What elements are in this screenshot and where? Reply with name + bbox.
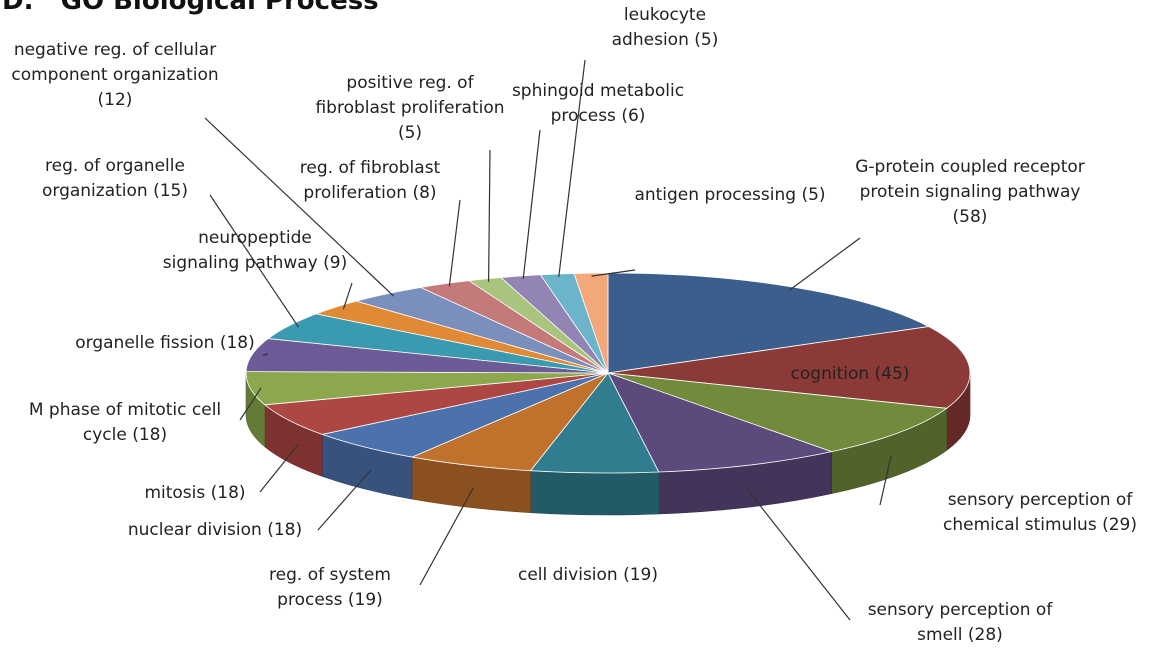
leader-line (317, 469, 372, 531)
pie-slice (410, 372, 609, 472)
value-label: (15) (153, 181, 188, 201)
value-label: (19) (347, 590, 383, 610)
leader-line (342, 282, 353, 310)
category-label: neuropeptide signaling pathway (162, 228, 318, 273)
leader-line (209, 194, 300, 328)
value-label: (5) (694, 30, 719, 50)
leader-line (789, 237, 861, 291)
slice-label: cognition (45) (740, 362, 960, 387)
slice-label: sensory perception of chemical stimulus … (930, 488, 1150, 538)
category-label: nuclear division (127, 520, 262, 540)
category-label: positive reg. of fibroblast proliferatio… (315, 73, 505, 118)
value-label: (5) (801, 185, 826, 205)
category-label: antigen processing (634, 185, 797, 205)
slice-label: organelle fission (18) (65, 331, 265, 356)
pie-sides (245, 372, 971, 516)
slice-label: negative reg. of cellular component orga… (0, 38, 230, 113)
leader-line (419, 487, 474, 586)
leader-line (745, 487, 851, 621)
slice-label: leukocyte adhesion (5) (595, 3, 735, 53)
value-label: (5) (397, 123, 423, 143)
value-label: (18) (219, 333, 255, 353)
pie-slice (607, 372, 834, 473)
slice-label: nuclear division (18) (100, 518, 330, 543)
leader-line (879, 455, 892, 506)
category-label: cell division (517, 565, 618, 585)
category-label: reg. of fibroblast proliferation (299, 158, 441, 203)
category-label: reg. of organelle organization (41, 156, 185, 201)
category-label: negative reg. of cellular component orga… (11, 40, 219, 85)
category-label: organelle fission (75, 333, 215, 353)
slice-label: reg. of system process (19) (245, 563, 415, 613)
category-label: M phase of mitotic cell cycle (28, 400, 222, 445)
chart-title: D. GO Biological Process (2, 0, 379, 16)
category-label: leukocyte adhesion (611, 5, 707, 50)
category-label: sensory perception of chemical stimulus (942, 490, 1133, 535)
category-label: mitosis (144, 483, 206, 503)
pie-slice (529, 372, 660, 474)
category-label: cognition (790, 364, 870, 384)
value-label: (18) (267, 520, 303, 540)
value-label: (58) (952, 207, 988, 227)
leader-line (522, 129, 541, 279)
pie-top (245, 272, 971, 474)
leader-line (204, 117, 395, 297)
pie-slice (607, 326, 971, 409)
slice-label: mitosis (18) (115, 481, 275, 506)
pie-slice (573, 272, 609, 374)
slice-label: antigen processing (5) (620, 183, 840, 208)
value-label: (45) (874, 364, 910, 384)
pie-side (530, 470, 660, 516)
leader-line (239, 387, 262, 421)
slice-label: positive reg. of fibroblast proliferatio… (315, 71, 505, 146)
category-label: G-protein coupled receptor protein signa… (855, 157, 1085, 202)
value-label: (29) (1102, 515, 1137, 535)
leader-line (487, 149, 491, 282)
leader-line (558, 59, 586, 278)
leader-line (259, 443, 300, 493)
pie-slice (607, 272, 930, 374)
value-label: (18) (210, 483, 246, 503)
value-label: (28) (967, 625, 1003, 645)
category-label: sensory perception of smell (867, 600, 1053, 645)
leader-line (591, 269, 636, 277)
leader-line (262, 353, 269, 356)
slice-label: G-protein coupled receptor protein signa… (855, 155, 1085, 230)
category-label: reg. of system process (269, 565, 391, 610)
slice-label: sensory perception of smell (28) (845, 598, 1075, 648)
slice-label: M phase of mitotic cell cycle (18) (25, 398, 225, 448)
value-label: (12) (97, 90, 133, 110)
slice-label: sphingoid metabolic process (6) (483, 79, 713, 129)
value-label: (19) (623, 565, 659, 585)
slice-label: neuropeptide signaling pathway (9) (160, 226, 350, 276)
value-label: (9) (323, 253, 348, 273)
value-label: (8) (412, 183, 437, 203)
category-label: sphingoid metabolic process (511, 81, 685, 126)
slice-label: reg. of organelle organization (15) (10, 154, 220, 204)
value-label: (18) (132, 425, 168, 445)
value-label: (6) (621, 106, 646, 126)
pie-slice (607, 372, 948, 453)
leader-line (448, 199, 461, 287)
slice-label: cell division (19) (478, 563, 698, 588)
slice-label: reg. of fibroblast proliferation (8) (270, 156, 470, 206)
